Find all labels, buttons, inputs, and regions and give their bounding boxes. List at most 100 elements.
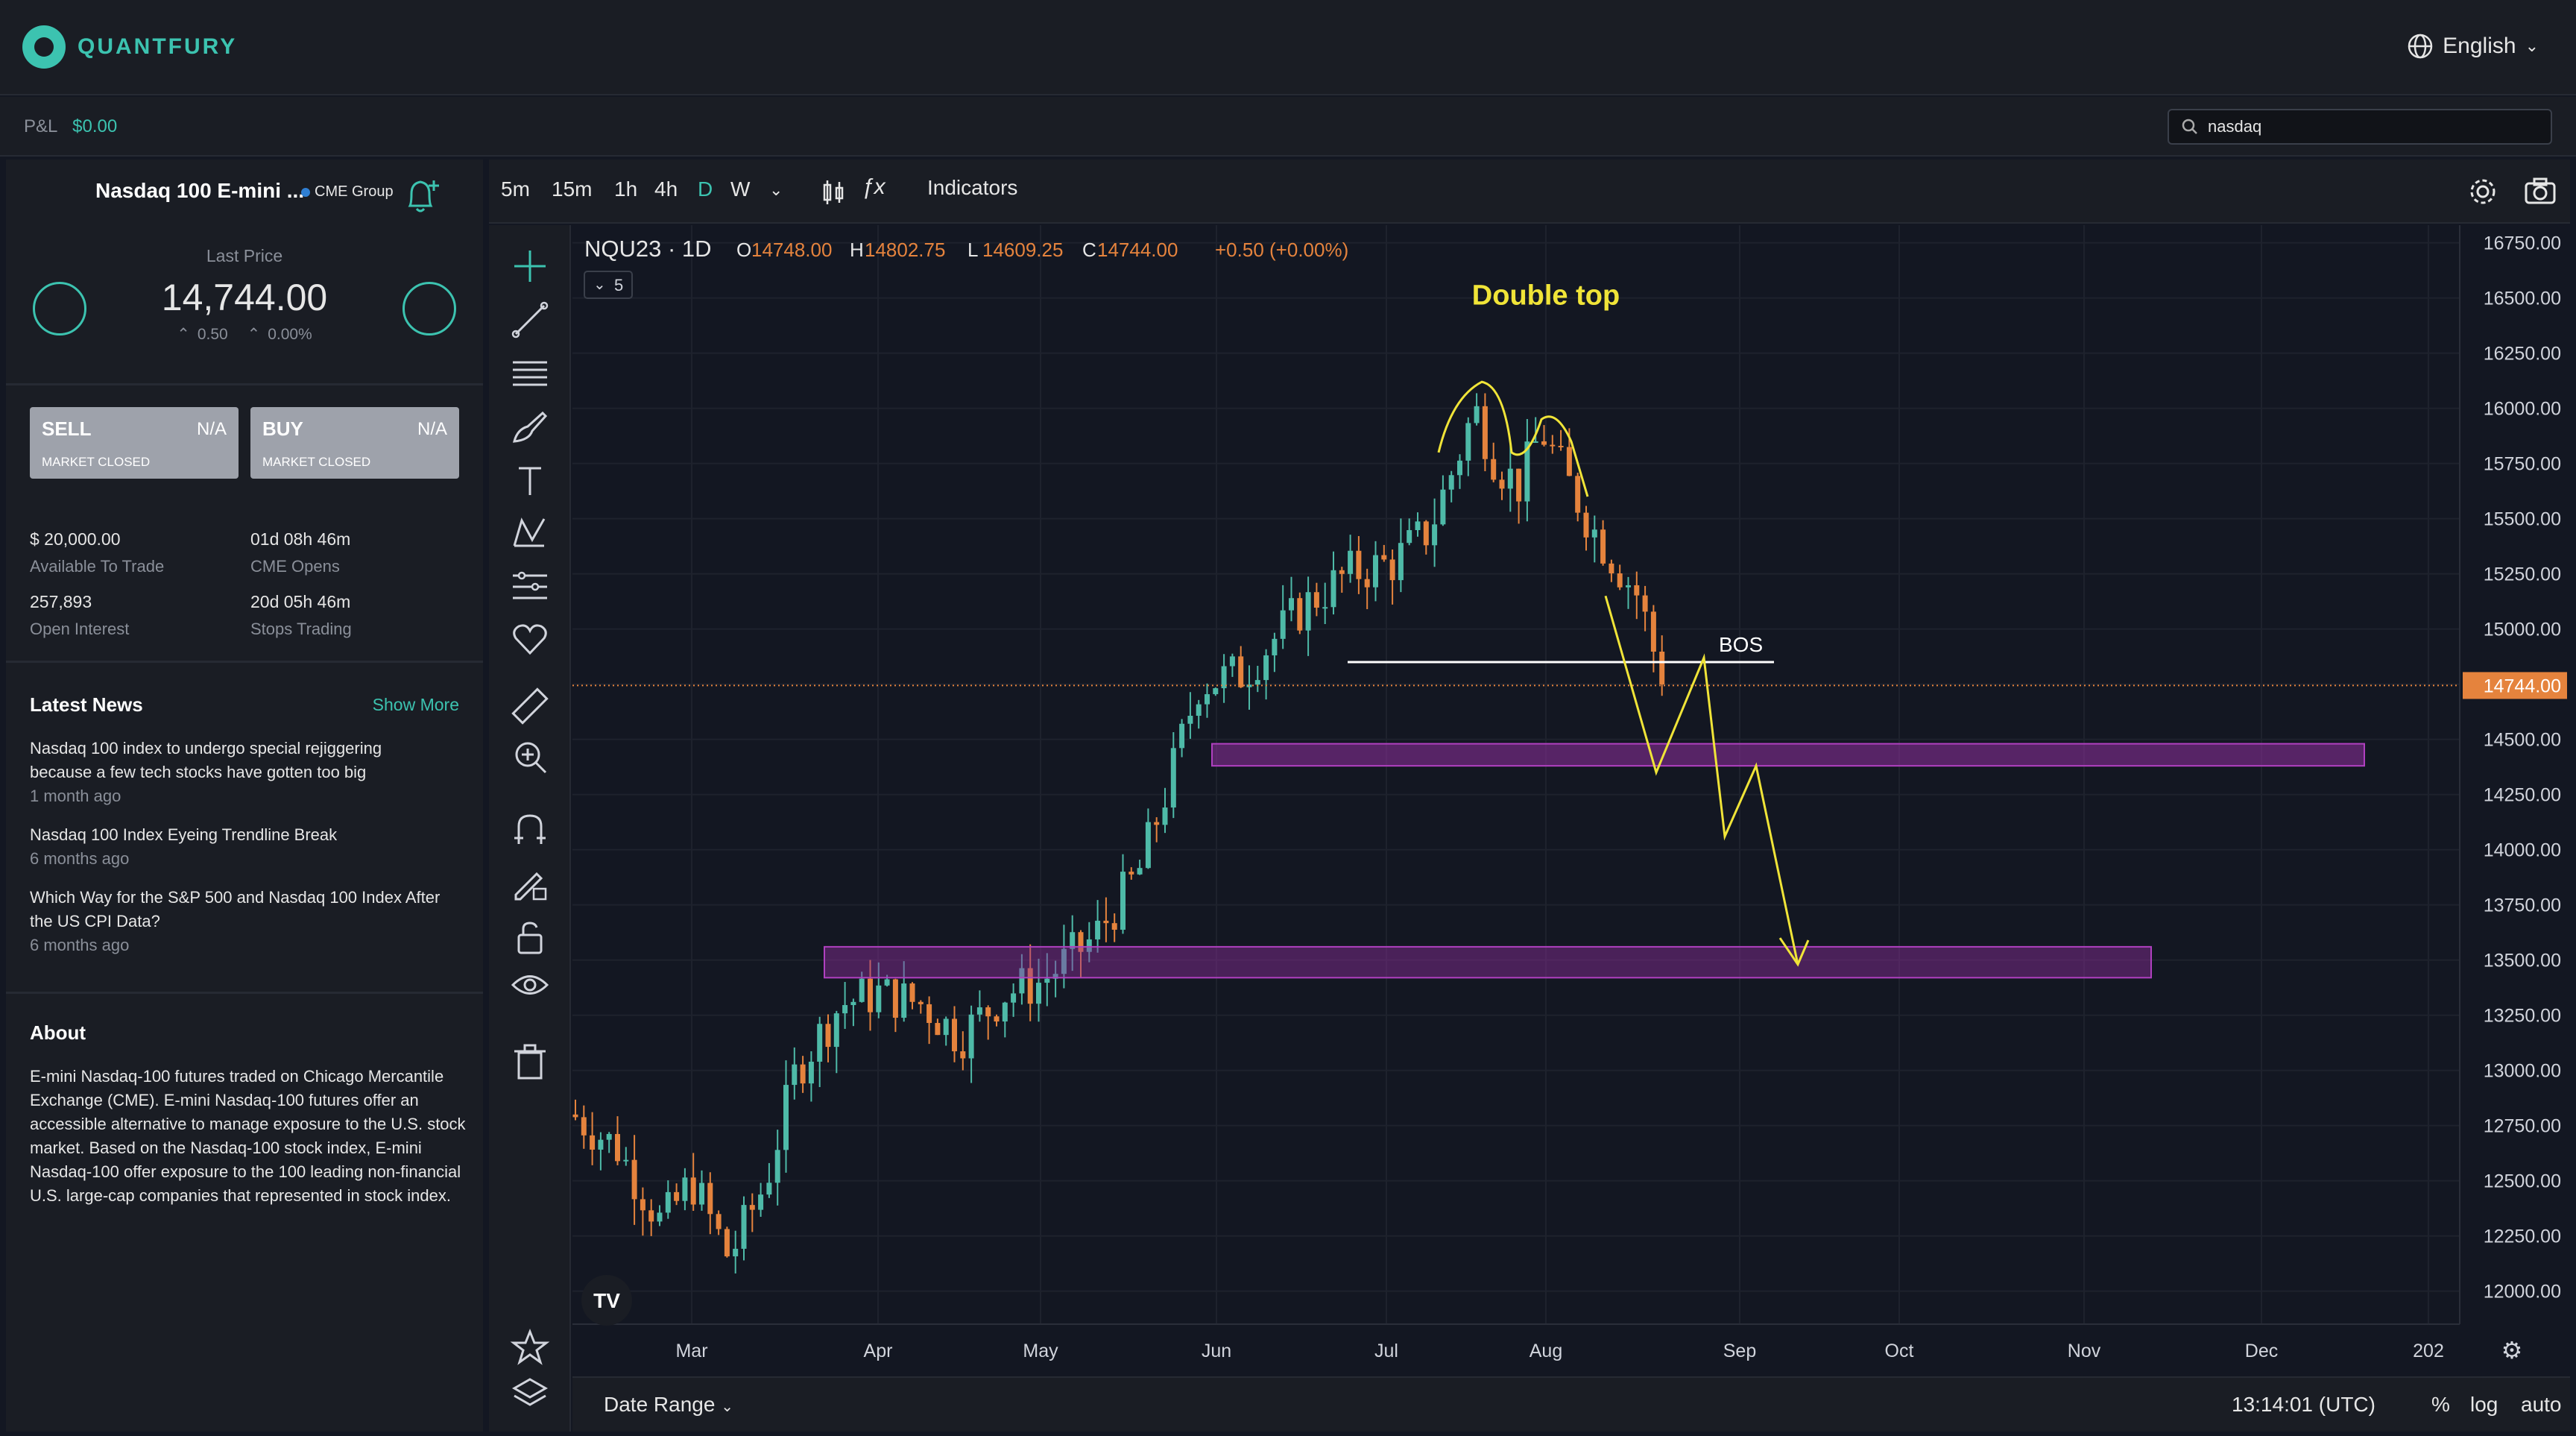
date-range-button[interactable]: Date Range ⌄ [604, 1393, 733, 1417]
current-price-marker [2463, 672, 2567, 699]
candle-body [1532, 441, 1538, 443]
candle-body [1111, 923, 1117, 930]
star-icon[interactable] [510, 1327, 550, 1367]
candle-body [741, 1205, 747, 1249]
candle-body [682, 1177, 688, 1201]
brush-icon[interactable] [510, 407, 550, 447]
projection-path [1604, 595, 1799, 965]
prediction-icon[interactable] [510, 567, 550, 607]
timeframe-1h[interactable]: 1h [614, 177, 638, 201]
price-tick-label: 14250.00 [2484, 785, 2561, 806]
price-tick-label: 15000.00 [2484, 620, 2561, 640]
news-item[interactable]: Nasdaq 100 Index Eyeing Trendline Break … [30, 823, 447, 871]
price-tick-label: 12250.00 [2484, 1226, 2561, 1247]
fib-lines-icon[interactable] [510, 353, 550, 394]
bull-stop-icon[interactable] [402, 282, 456, 336]
pattern-icon[interactable] [510, 513, 550, 553]
timeframe-d[interactable]: D [698, 177, 713, 201]
candle-body [1070, 932, 1076, 949]
price-tick-label: 15750.00 [2484, 454, 2561, 475]
last-price-value: 14,744.00 [161, 277, 328, 318]
price-chart[interactable]: 16750.00 16500.00 16250.00 16000.00 15750.00… [572, 225, 2570, 1376]
price-tick-label: 13500.00 [2484, 951, 2561, 971]
timeframe-15m[interactable]: 15m [552, 177, 593, 201]
candle-body [1659, 651, 1665, 684]
auto-scale-toggle[interactable]: auto [2521, 1393, 2562, 1416]
candle-body [1061, 948, 1067, 974]
search-icon [2182, 119, 2197, 134]
search-box[interactable] [2168, 109, 2552, 145]
settings-gear-icon[interactable] [2467, 176, 2498, 207]
candle-body [1482, 406, 1488, 459]
candle-body [1566, 447, 1572, 476]
date-tick-label: Oct [1885, 1341, 1914, 1361]
news-item[interactable]: Nasdaq 100 index to undergo special reji… [30, 737, 447, 808]
ohlc-key: C [1082, 239, 1096, 261]
indicators-button[interactable]: Indicators [927, 176, 1018, 199]
news-item[interactable]: Which Way for the S&P 500 and Nasdaq 100… [30, 886, 447, 957]
timeframe-4h[interactable]: 4h [654, 177, 678, 201]
search-input[interactable] [2208, 117, 2536, 136]
lock-drawings-pencil-icon[interactable] [510, 863, 550, 904]
trash-icon[interactable] [510, 1042, 550, 1083]
heart-icon[interactable] [510, 619, 550, 659]
ohlc-change: +0.50 (+0.00%) [1215, 239, 1348, 261]
candle-type-icon[interactable] [820, 177, 847, 207]
candle-body [892, 979, 898, 1018]
candle-body [1583, 512, 1589, 538]
globe-icon [2408, 34, 2433, 59]
chevron-down-icon[interactable]: ⌄ [769, 180, 783, 199]
buy-button[interactable]: BUY N/A MARKET CLOSED [250, 407, 459, 479]
stat-label: Open Interest [30, 620, 130, 638]
timeframe-w[interactable]: W [730, 177, 751, 201]
utc-clock[interactable]: 13:14:01 (UTC) [2232, 1393, 2375, 1416]
timeframe-5m[interactable]: 5m [501, 177, 530, 201]
date-tick-label: Dec [2245, 1341, 2278, 1361]
exchange-dot-icon [301, 187, 310, 197]
camera-icon[interactable] [2524, 177, 2557, 206]
logo-icon [22, 25, 66, 69]
chart-bottom-bar: Date Range ⌄ 13:14:01 (UTC) % log auto [572, 1376, 2570, 1432]
candle-body [665, 1191, 671, 1213]
language-selector[interactable]: English ⌄ [2407, 33, 2539, 60]
price-change-value: 0.50 [197, 326, 228, 343]
zoom-in-icon[interactable] [510, 737, 550, 777]
sell-button[interactable]: SELL N/A MARKET CLOSED [30, 407, 239, 479]
magnet-icon[interactable] [510, 810, 550, 850]
bear-stop-icon[interactable] [33, 282, 86, 336]
candle-body [1381, 555, 1387, 560]
price-tick-label: 15250.00 [2484, 564, 2561, 585]
candle-body [1238, 656, 1244, 687]
add-alert-bell-icon[interactable] [402, 176, 441, 218]
candle-body [976, 1007, 982, 1015]
chevron-down-icon: ⌄ [721, 1399, 733, 1415]
stat-value: $ 20,000.00 [30, 529, 121, 549]
candle-body [1423, 521, 1429, 546]
candle-body [1044, 978, 1050, 983]
ruler-icon[interactable] [510, 686, 550, 726]
candle-body [758, 1194, 764, 1210]
date-tick-label: 202 [2413, 1341, 2444, 1361]
eye-icon[interactable] [510, 965, 550, 1005]
price-tick-label: 13750.00 [2484, 895, 2561, 916]
tradingview-logo-icon: TV [593, 1289, 620, 1312]
brand-name: QUANTFURY [78, 34, 238, 59]
candle-body [699, 1183, 704, 1205]
brand-logo[interactable]: QUANTFURY [22, 25, 237, 69]
unlock-icon[interactable] [510, 917, 550, 957]
log-scale-toggle[interactable]: log [2470, 1393, 2498, 1416]
double-top-label: Double top [1472, 280, 1620, 312]
layers-icon[interactable] [510, 1373, 550, 1414]
show-more-link[interactable]: Show More [372, 695, 459, 714]
candle-body [909, 983, 915, 1002]
ohlc-value: 14744.00 [1097, 239, 1178, 261]
text-tool-icon[interactable] [510, 461, 550, 501]
stat-label: CME Opens [250, 557, 340, 576]
date-range-label: Date Range [604, 1393, 716, 1416]
candle-body [674, 1191, 680, 1201]
candle-body [1019, 968, 1025, 994]
crosshair-icon[interactable] [510, 246, 550, 286]
percent-scale-toggle[interactable]: % [2431, 1393, 2450, 1416]
trend-line-icon[interactable] [510, 300, 550, 340]
candle-body [1086, 939, 1092, 952]
